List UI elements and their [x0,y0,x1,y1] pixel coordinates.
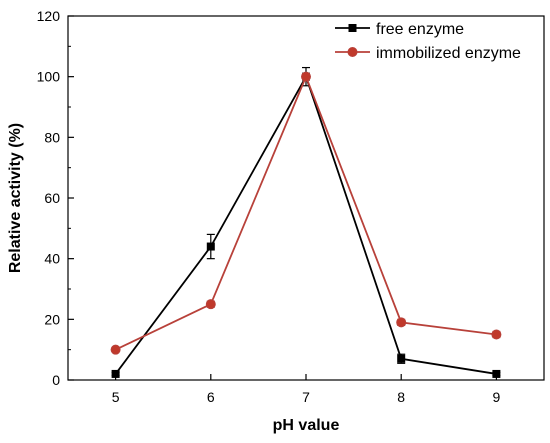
data-point [396,317,407,328]
series-line [115,74,497,351]
x-tick-label: 5 [112,389,120,405]
x-tick-label: 6 [207,389,215,405]
legend-label: immobilized enzyme [376,45,521,62]
x-tick-label: 9 [493,389,501,405]
y-tick-label: 80 [44,129,60,145]
y-tick-label: 60 [44,190,60,206]
data-point [301,71,311,82]
y-tick-label: 40 [44,251,60,267]
legend: free enzyme immobilized enzyme [335,21,521,62]
series-line [114,74,497,375]
data-point [397,354,406,363]
y-tick-label: 120 [37,8,61,24]
legend-marker [347,47,358,57]
series-1 [111,66,501,378]
data-point [110,344,121,355]
legend-label: free enzyme [376,21,464,38]
data-point [111,369,120,378]
data-point [491,329,502,340]
axis-ticks: 5 6 7 8 9 0 20 40 60 80 100 120 [37,8,501,405]
x-tick-label: 7 [302,389,310,405]
y-tick-label: 20 [44,311,60,327]
x-tick-label: 8 [397,389,405,405]
data-point [492,369,501,378]
y-tick-label: 100 [37,69,61,85]
data-point [205,299,216,310]
data-point [206,242,215,251]
series-layer [110,66,502,378]
y-tick-label: 0 [52,372,60,388]
y-axis-title: Relative activity (%) [7,123,24,273]
x-axis-title: pH value [273,417,340,434]
legend-marker [348,24,357,32]
series-2 [110,71,502,355]
